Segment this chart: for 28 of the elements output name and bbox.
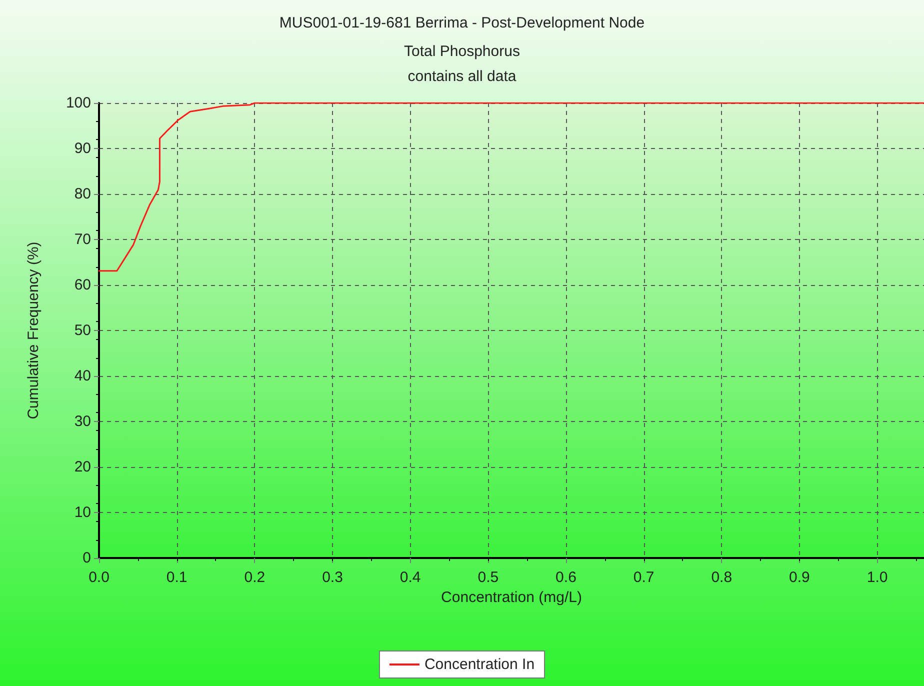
x-tick-label: 0.6 — [556, 569, 576, 586]
y-tick-label: 20 — [74, 458, 91, 476]
x-tick-label: 0.8 — [711, 569, 732, 586]
y-tick-label: 80 — [74, 186, 91, 202]
x-tick-label: 1.0 — [866, 569, 888, 586]
x-tick-label: 0.9 — [789, 569, 810, 586]
y-tick-label: 40 — [74, 368, 91, 384]
y-tick-label: 50 — [74, 322, 91, 339]
y-tick-label: 90 — [74, 140, 91, 157]
legend-label: Concentration In — [424, 656, 535, 673]
x-axis-title: Concentration (mg/L) — [441, 588, 582, 606]
x-tick-label: 0.2 — [244, 569, 266, 586]
x-tick-label: 0.0 — [88, 569, 110, 586]
y-tick-label: 70 — [74, 231, 91, 248]
x-tick-label: 0.7 — [633, 569, 654, 586]
y-tick-label: 30 — [74, 413, 91, 430]
x-tick-label: 0.3 — [322, 569, 343, 586]
chart-subtitle: Total Phosphorus contains all data — [404, 43, 520, 85]
line-series — [98, 102, 924, 272]
y-tick-label: 0 — [82, 550, 91, 566]
y-tick-label: 10 — [74, 504, 91, 521]
y-tick-label: 60 — [74, 276, 91, 294]
y-tick-label: 100 — [66, 94, 91, 112]
chart-title: MUS001-01-19-681 Berrima - Post-Development Node — [279, 14, 645, 32]
x-tick-label: 0.1 — [166, 569, 188, 586]
x-tick-label: 0.4 — [400, 569, 421, 586]
y-axis-title: Cumulative Frequency (%) — [25, 242, 42, 420]
x-tick-label: 0.5 — [478, 569, 499, 586]
